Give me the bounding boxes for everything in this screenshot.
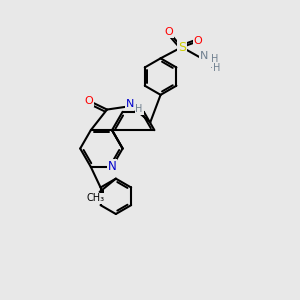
Text: H: H [211, 54, 218, 64]
Text: O: O [84, 96, 93, 106]
Text: S: S [178, 40, 186, 54]
Text: H: H [135, 104, 143, 114]
Text: O: O [194, 36, 202, 46]
Text: CH₃: CH₃ [86, 194, 104, 203]
Text: N: N [200, 51, 208, 61]
Text: N: N [108, 160, 116, 173]
Text: ·H: ·H [210, 63, 220, 73]
Text: O: O [164, 27, 173, 37]
Text: N: N [125, 99, 134, 109]
